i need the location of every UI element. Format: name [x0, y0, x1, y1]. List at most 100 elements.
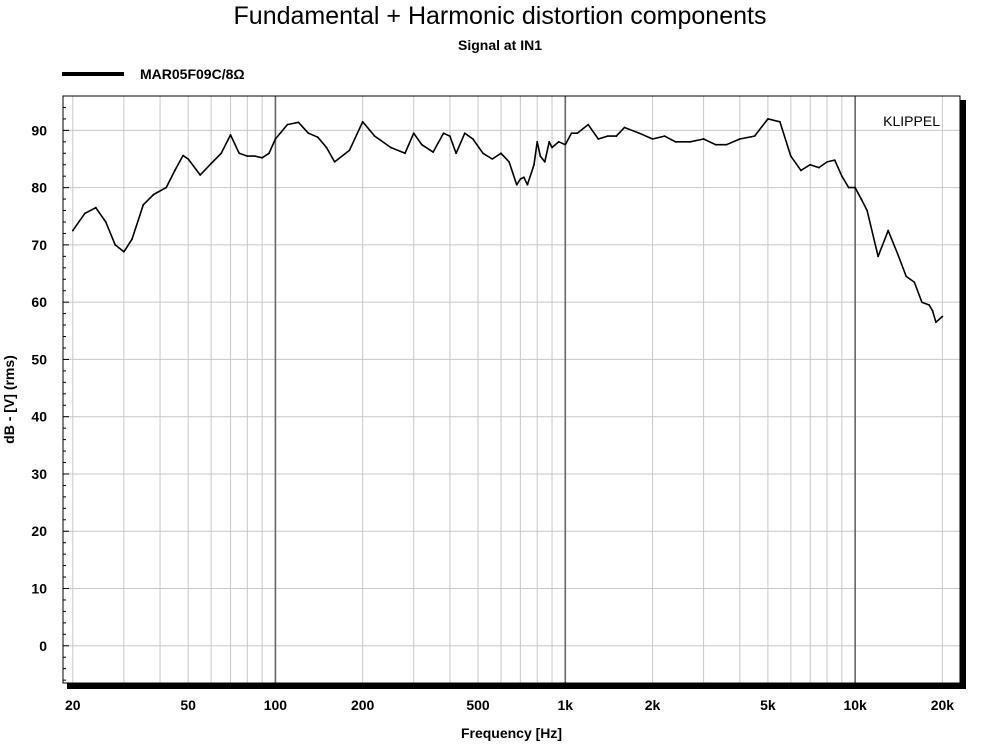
series-point — [348, 149, 351, 152]
series-point — [548, 140, 551, 143]
series-point — [766, 118, 769, 120]
series-point — [714, 143, 717, 146]
series-point — [663, 135, 666, 137]
series-point — [854, 186, 857, 189]
series-point — [463, 132, 466, 135]
legend-label: MAR05F09C/8Ω — [140, 66, 245, 82]
chart-title: Fundamental + Harmonic distortion compon… — [233, 2, 767, 30]
series-point — [921, 301, 923, 304]
series-point — [533, 163, 535, 166]
series-point — [104, 221, 107, 223]
series-point — [789, 155, 792, 158]
series-point — [412, 132, 415, 135]
series-point — [420, 143, 423, 146]
series-point — [539, 155, 542, 158]
y-tick-labels: 90 80 70 60 50 40 30 20 10 0 — [31, 122, 47, 653]
series-point — [557, 140, 560, 143]
chart-subtitle: Signal at IN1 — [457, 37, 543, 53]
series-point — [71, 229, 74, 232]
plot-shadow-bottom — [67, 683, 966, 689]
series-point — [286, 123, 289, 126]
klippel-watermark: KLIPPEL — [883, 113, 940, 129]
x-tick-label: 100 — [264, 697, 288, 713]
x-tick-label: 2k — [645, 697, 661, 713]
x-axis-label: Frequency [Hz] — [461, 725, 562, 741]
series-point — [373, 135, 376, 137]
plot-frame — [62, 95, 961, 684]
x-tick-label: 10k — [843, 697, 867, 713]
series-point — [526, 183, 529, 186]
y-tick-label: 20 — [31, 523, 47, 539]
x-tick-label: 20k — [931, 697, 955, 713]
series-point — [587, 123, 590, 126]
series-point — [738, 138, 741, 140]
series-point — [564, 143, 567, 146]
series-point — [165, 186, 168, 189]
series-point — [268, 152, 270, 155]
series-point — [500, 152, 502, 155]
legend-line-swatch — [62, 72, 124, 76]
x-tick-label: 200 — [351, 697, 375, 713]
series-point — [515, 183, 518, 186]
series-point — [307, 132, 310, 135]
series-point — [866, 209, 869, 212]
y-tick-label: 90 — [31, 122, 47, 138]
series-point — [725, 143, 728, 146]
series-point — [597, 138, 600, 140]
series-point — [913, 281, 916, 284]
series-point — [860, 198, 863, 200]
series-point — [570, 132, 573, 135]
x-tick-label: 50 — [180, 697, 196, 713]
series-point — [238, 152, 241, 155]
series-point — [131, 238, 133, 241]
y-tick-label: 10 — [31, 581, 47, 597]
series-point — [809, 163, 812, 166]
series-point — [432, 151, 435, 154]
series-point — [220, 152, 223, 155]
series-point — [833, 159, 836, 162]
series-point — [800, 169, 802, 172]
series-point — [389, 146, 392, 149]
series-point — [551, 146, 553, 149]
series-point — [818, 166, 820, 169]
series-point — [229, 134, 232, 136]
series-point — [482, 152, 484, 155]
series-point — [543, 160, 546, 163]
series-point — [455, 152, 457, 155]
series-point — [753, 135, 756, 137]
series-point — [94, 206, 97, 209]
series-point — [83, 212, 86, 215]
series-point — [449, 135, 451, 137]
series-line — [72, 118, 943, 324]
series-point — [173, 169, 176, 172]
series-point — [404, 152, 406, 155]
y-tick-label: 0 — [39, 638, 47, 654]
series-point — [896, 252, 899, 255]
series-point — [142, 203, 145, 206]
series-point — [254, 155, 256, 158]
series-point — [246, 155, 249, 158]
y-tick-label: 50 — [31, 351, 47, 367]
grid-minor — [63, 96, 960, 683]
series-point — [152, 193, 155, 196]
series-point — [536, 140, 539, 143]
series-point — [122, 250, 125, 253]
series-point — [778, 120, 781, 123]
x-tick-label: 5k — [760, 697, 776, 713]
series-point — [941, 315, 944, 318]
legend: MAR05F09C/8Ω — [62, 64, 245, 84]
series-point — [576, 132, 579, 135]
series-point — [928, 304, 931, 306]
plot-shadow — [67, 100, 966, 689]
series-point — [689, 140, 692, 143]
series-point — [114, 243, 117, 246]
series-point — [905, 275, 908, 278]
series-point — [615, 135, 618, 137]
series-point — [325, 146, 328, 149]
series-layer — [71, 118, 944, 324]
series-point — [361, 120, 364, 123]
series-point — [651, 138, 654, 140]
series-point — [508, 160, 511, 163]
series-point — [471, 138, 474, 140]
